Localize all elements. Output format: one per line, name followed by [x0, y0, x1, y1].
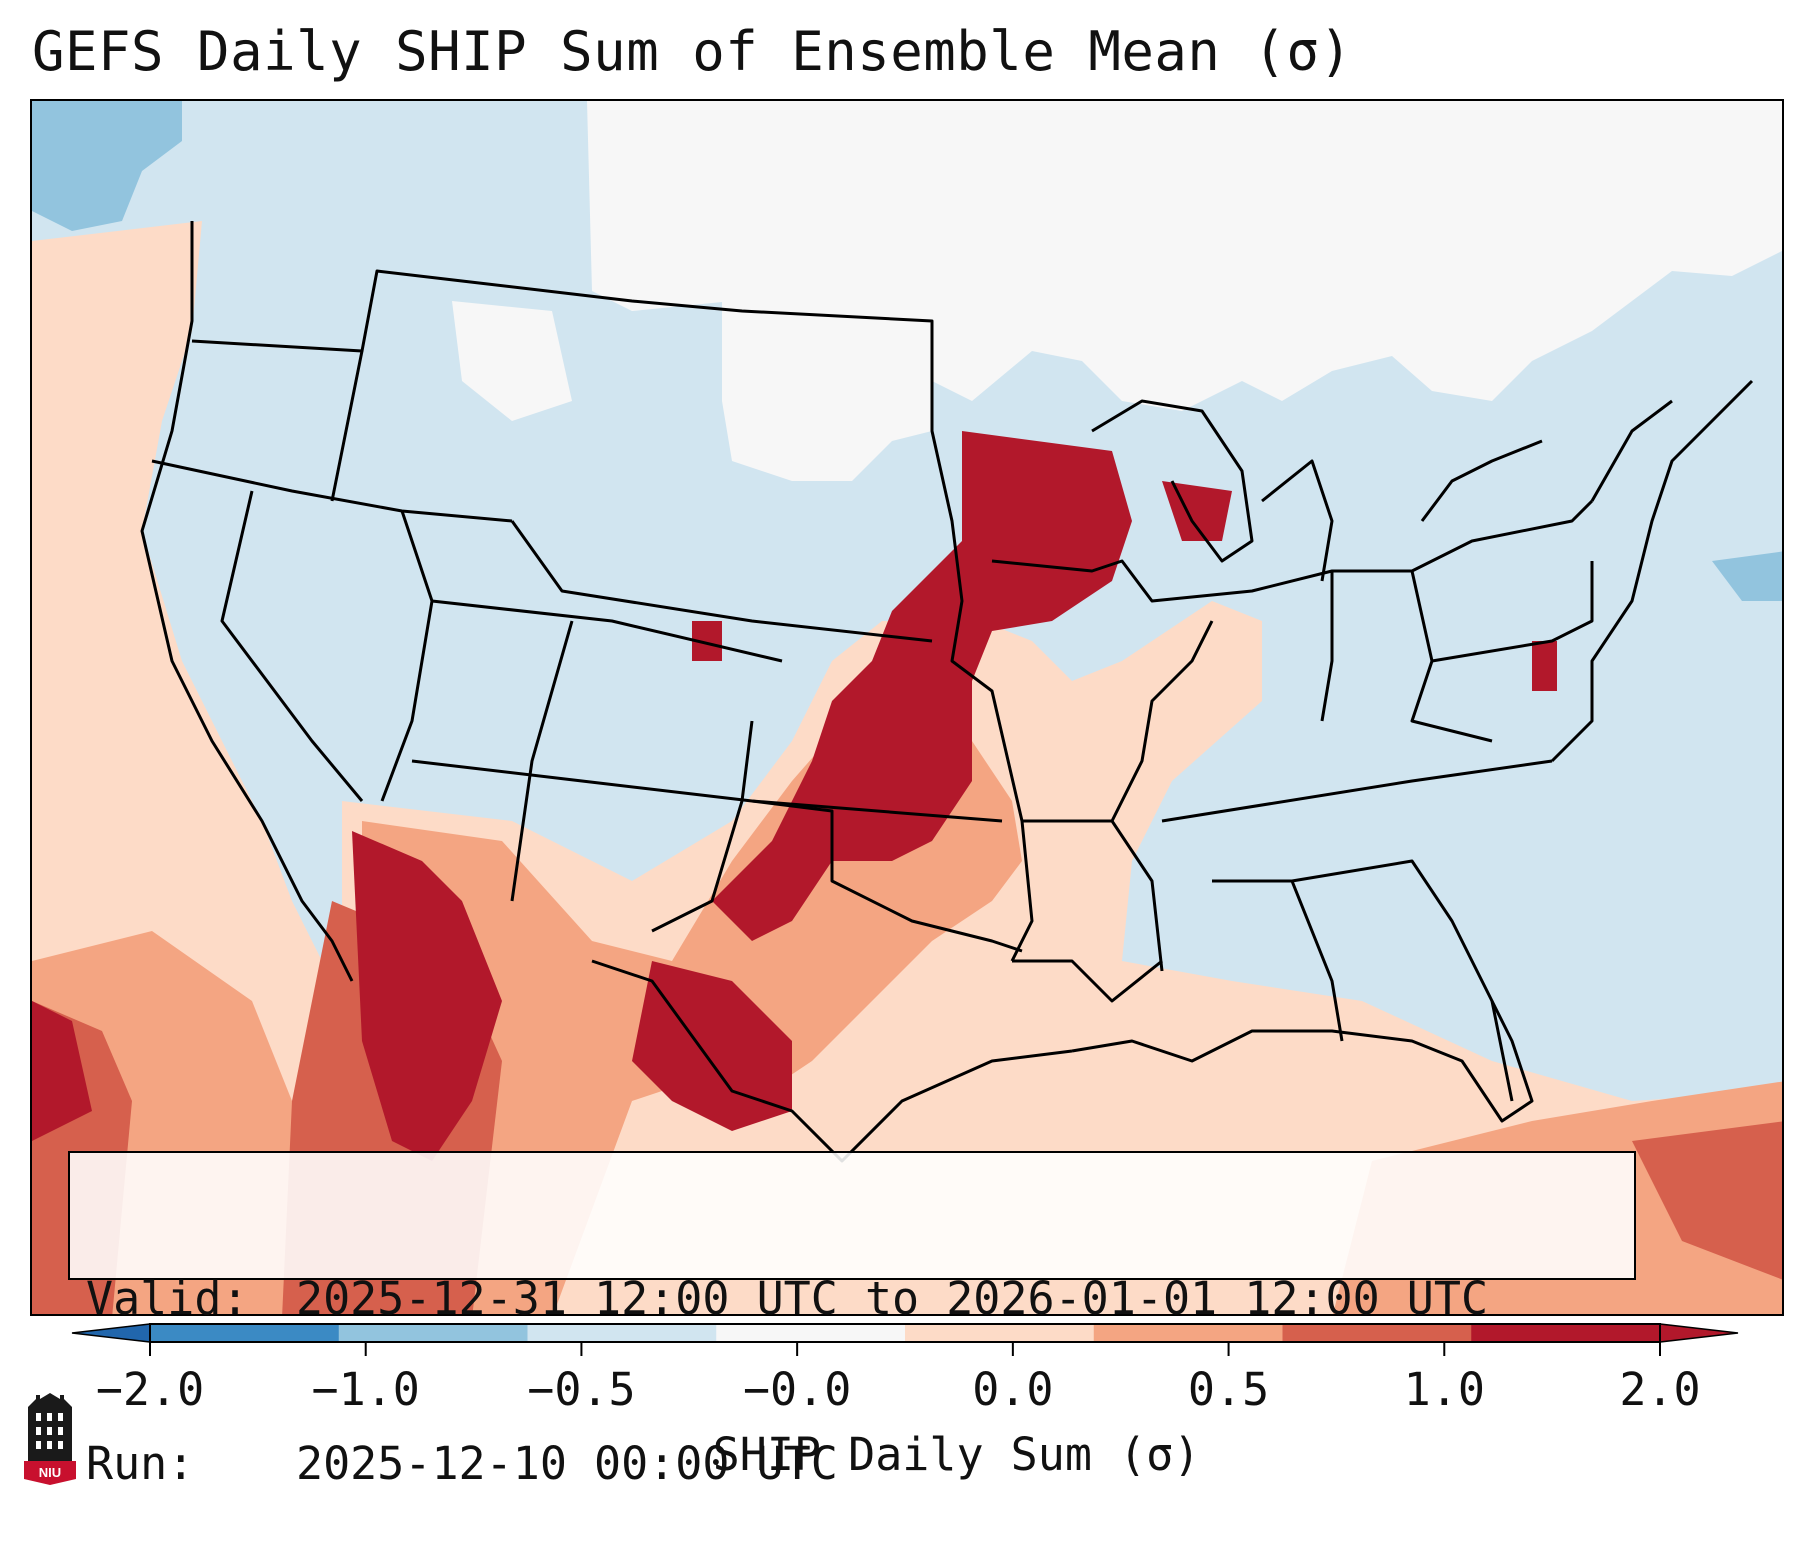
colorbar-tick-label: 0.5 [1187, 1363, 1270, 1416]
map-canvas [32, 101, 1782, 1314]
colorbar-bin [1093, 1324, 1283, 1342]
colorbar-extend-high [1659, 1323, 1739, 1343]
near-zero-region-plains [722, 241, 932, 481]
niu-logo: NIU [24, 1393, 76, 1485]
colorbar-outline [149, 1323, 1661, 1343]
logo-text: NIU [39, 1465, 61, 1480]
colorbar-bin [1471, 1324, 1661, 1342]
colorbar-tick-label: 0.0 [972, 1363, 1054, 1416]
colorbar-bin [527, 1324, 717, 1342]
max-spot-co [692, 621, 722, 661]
chart-title: GEFS Daily SHIP Sum of Ensemble Mean (σ) [32, 20, 1353, 83]
run-label: Run: [86, 1437, 195, 1490]
positive-region-caribbean-strong [1632, 1121, 1782, 1280]
colorbar [71, 1323, 1739, 1356]
positive-region-pacific-max [32, 1001, 92, 1141]
valid-run-info-box: Valid: 2025-12-31 12:00 UTC to 2026-01-0… [68, 1151, 1636, 1490]
colorbar-bin [338, 1324, 528, 1342]
colorbar-tick-label: 2.0 [1619, 1363, 1701, 1416]
colorbar-tick-label: −0.0 [742, 1363, 852, 1416]
logo-banner-icon [24, 1461, 76, 1485]
max-band-plains [712, 431, 1132, 941]
run-row: Run: 2025-12-10 00:00 UTC [86, 1436, 1618, 1491]
max-band-mexico [352, 831, 502, 1161]
near-zero-patch-west [452, 301, 572, 421]
colorbar-bin [1282, 1324, 1472, 1342]
colorbar-tick-label: −2.0 [95, 1363, 205, 1416]
colorbar-extend-low [71, 1323, 151, 1343]
run-value: 2025-12-10 00:00 UTC [296, 1437, 838, 1490]
state-borders [140, 221, 1754, 1163]
valid-label: Valid: [86, 1272, 249, 1325]
valid-row: Valid: 2025-12-31 12:00 UTC to 2026-01-0… [86, 1271, 1618, 1326]
colorbar-tick-label: −1.0 [311, 1363, 420, 1416]
colorbar-bin [150, 1324, 340, 1342]
max-spot-va [1532, 641, 1557, 691]
colorbar-tick-label: −0.5 [527, 1363, 636, 1416]
positive-region-south [332, 601, 1782, 1314]
colorbar-bin [905, 1324, 1095, 1342]
map-panel [30, 99, 1784, 1316]
valid-value: 2025-12-31 12:00 UTC to 2026-01-01 12:00… [296, 1272, 1489, 1325]
colorbar-bin [716, 1324, 906, 1342]
colorbar-label: SHIP Daily Sum (σ) [712, 1428, 1201, 1481]
colorbar-tick-label: 1.0 [1403, 1363, 1485, 1416]
max-band-tx [632, 961, 792, 1131]
negative-patch-atlantic [1712, 551, 1782, 601]
negative-patch-nw [32, 101, 182, 231]
